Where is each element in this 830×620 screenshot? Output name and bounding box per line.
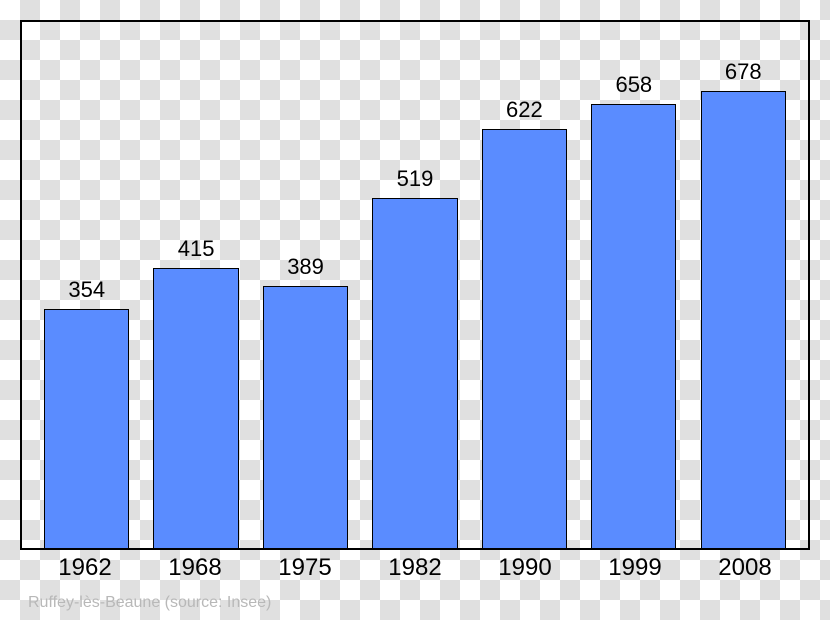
bar-value-label: 658 [615, 72, 652, 98]
x-axis-label: 1962 [30, 554, 140, 582]
bar-rect [372, 198, 457, 548]
bar-slot: 415 [141, 22, 250, 548]
bar-value-label: 415 [178, 236, 215, 262]
bar-rect [153, 268, 238, 548]
bars-container: 354 415 389 519 622 658 678 [22, 22, 808, 548]
bar-chart: 354415389519622658678 196219681975198219… [20, 20, 810, 590]
bar-value-label: 389 [287, 254, 324, 280]
x-axis-label: 1990 [470, 554, 580, 582]
bar-slot: 678 [689, 22, 798, 548]
bar-rect [591, 104, 676, 548]
x-axis-label: 1975 [250, 554, 360, 582]
bar-rect [44, 309, 129, 548]
bar-value-label: 519 [397, 166, 434, 192]
x-axis-label: 1982 [360, 554, 470, 582]
bar-value-label: 678 [725, 59, 762, 85]
bar-value-label: 622 [506, 97, 543, 123]
bar-value-label: 354 [68, 277, 105, 303]
plot-area: 354 415 389 519 622 658 678 [20, 20, 810, 550]
bar-slot: 519 [360, 22, 469, 548]
bar-slot: 389 [251, 22, 360, 548]
x-axis-label: 2008 [690, 554, 800, 582]
bar-slot: 658 [579, 22, 688, 548]
x-axis-label: 1968 [140, 554, 250, 582]
bar-slot: 354 [32, 22, 141, 548]
x-axis-labels: 1962196819751982199019992008 [20, 550, 810, 590]
bar-rect [263, 286, 348, 548]
source-caption: Ruffey-lès-Beaune (source: Insee) [28, 594, 271, 612]
x-axis-label: 1999 [580, 554, 690, 582]
bar-rect [482, 129, 567, 548]
bar-slot: 622 [470, 22, 579, 548]
bar-rect [701, 91, 786, 548]
